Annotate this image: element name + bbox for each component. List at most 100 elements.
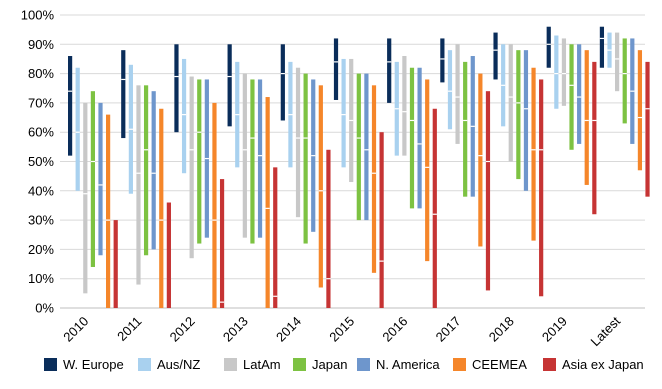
x-tick-label: 2014 [273, 314, 304, 345]
bar-w-europe-2017 [440, 38, 445, 83]
x-tick-label: 2017 [433, 314, 464, 345]
bar-japan-2019 [569, 44, 574, 150]
y-tick-label: 0% [35, 301, 54, 316]
x-tick-label: 2018 [486, 314, 517, 345]
bar-w-europe-2018 [493, 32, 498, 80]
bar-asia-ex-japan-2016 [432, 108, 437, 308]
y-tick-label: 90% [28, 37, 54, 52]
bar-ceemea-2018 [531, 67, 536, 241]
y-tick-label: 70% [28, 95, 54, 110]
bar-asia-ex-japan-2012 [219, 179, 225, 308]
bar-asia-ex-japan-2015 [379, 132, 384, 308]
bar-aus-nz-2019 [554, 35, 559, 109]
bar-latam-2011 [136, 85, 141, 285]
legend-item-aus-nz[interactable]: Aus/NZ [138, 357, 200, 372]
bar-w-europe-2019 [546, 26, 551, 68]
bar-japan-2015 [356, 73, 361, 221]
bar-aus-nz-2010 [75, 67, 80, 191]
bar-latam-2019 [561, 38, 567, 106]
legend-swatch [543, 358, 556, 371]
y-tick-label: 80% [28, 66, 54, 81]
x-tick-label: 2015 [326, 314, 357, 345]
legend-item-w-europe[interactable]: W. Europe [44, 357, 124, 372]
bar-w-europe-2014 [280, 44, 285, 121]
bar-ceemea-2015 [371, 85, 377, 273]
bar-ceemea-2013 [265, 97, 270, 308]
bar-asia-ex-japan-2019 [592, 61, 597, 215]
legend-item-ceemea[interactable]: CEEMEA [453, 357, 527, 372]
legend-swatch [138, 358, 151, 371]
bar-aus-nz-2015 [341, 58, 346, 168]
bar-n-america-2010 [98, 102, 103, 256]
bar-ceemea-2014 [318, 85, 323, 288]
legend-swatch [293, 358, 306, 371]
x-tick-label: 2016 [379, 314, 410, 345]
y-tick-label: 60% [28, 125, 54, 140]
bar-latam-latest [615, 32, 620, 92]
bar-asia-ex-japan-2010 [113, 220, 118, 308]
bar-n-america-2016 [417, 67, 422, 209]
bar-w-europe-2012 [174, 44, 179, 133]
bar-w-europe-2015 [333, 38, 339, 100]
bar-japan-2016 [409, 67, 415, 209]
legend-item-n-america[interactable]: N. America [357, 357, 440, 372]
y-tick-label: 40% [28, 183, 54, 198]
bar-n-america-2018 [523, 50, 529, 191]
bar-japan-2014 [303, 73, 308, 244]
legend-label: N. America [376, 357, 440, 372]
bar-latam-2018 [508, 44, 513, 162]
x-tick-label: 2019 [539, 314, 570, 345]
bar-w-europe-2013 [227, 44, 232, 127]
bar-w-europe-2016 [387, 38, 392, 103]
bar-ceemea-2012 [212, 102, 217, 309]
bar-asia-ex-japan-2013 [273, 167, 278, 308]
x-tick-label: Latest [588, 313, 624, 349]
bar-w-europe-latest [599, 26, 605, 68]
bar-n-america-2015 [364, 73, 369, 221]
bar-japan-2018 [516, 50, 521, 180]
y-tick-label: 10% [28, 271, 54, 286]
legend-label: LatAm [243, 357, 281, 372]
bar-latam-2017 [455, 44, 460, 144]
bar-latam-2010 [83, 102, 88, 294]
bar-aus-nz-2012 [181, 58, 187, 174]
legend-item-asia-ex-japan[interactable]: Asia ex Japan [543, 357, 644, 372]
bar-aus-nz-2017 [447, 50, 453, 130]
bar-ceemea-latest [637, 50, 643, 171]
legend: W. Europe Aus/NZ LatAm Japan N. America CEEME… [44, 357, 644, 372]
bar-japan-2010 [90, 91, 95, 267]
legend-swatch [44, 358, 57, 371]
bar-ceemea-2011 [159, 108, 164, 308]
bar-w-europe-2010 [68, 56, 73, 156]
bar-ceemea-2019 [584, 50, 589, 185]
x-tick-label: 2013 [220, 314, 251, 345]
bar-n-america-2013 [257, 79, 263, 238]
bar-n-america-2019 [577, 44, 582, 144]
bar-ceemea-2017 [478, 73, 483, 247]
legend-item-japan[interactable]: Japan [293, 357, 347, 372]
bar-latam-2012 [189, 76, 194, 259]
bar-japan-2011 [143, 85, 149, 256]
y-axis-tick-labels: 0% 10% 20% 30% 40% 50% 60% 70% 80% 90% 100% [21, 8, 55, 316]
bar-n-america-2011 [151, 91, 156, 250]
x-axis-tick-labels: 2010 2011 2012 2013 2014 2015 2016 2017 2018 2019… [60, 313, 623, 349]
bar-w-europe-2011 [121, 50, 126, 139]
bar-ceemea-2010 [106, 114, 111, 309]
legend-item-latam[interactable]: LatAm [224, 357, 281, 372]
y-tick-label: 30% [28, 213, 54, 228]
x-tick-label: 2010 [60, 314, 91, 345]
x-tick-label: 2011 [114, 314, 144, 344]
bar-asia-ex-japan-latest [645, 61, 650, 197]
y-tick-label: 20% [28, 242, 54, 257]
bar-asia-ex-japan-2018 [539, 79, 544, 297]
legend-label: Japan [312, 357, 347, 372]
x-tick-label: 2012 [167, 314, 198, 345]
y-tick-label: 50% [28, 154, 54, 169]
legend-swatch [357, 358, 370, 371]
bar-latam-2014 [295, 67, 301, 218]
bar-latam-2013 [242, 73, 247, 238]
legend-label: Asia ex Japan [562, 357, 644, 372]
bar-asia-ex-japan-2011 [166, 202, 171, 308]
